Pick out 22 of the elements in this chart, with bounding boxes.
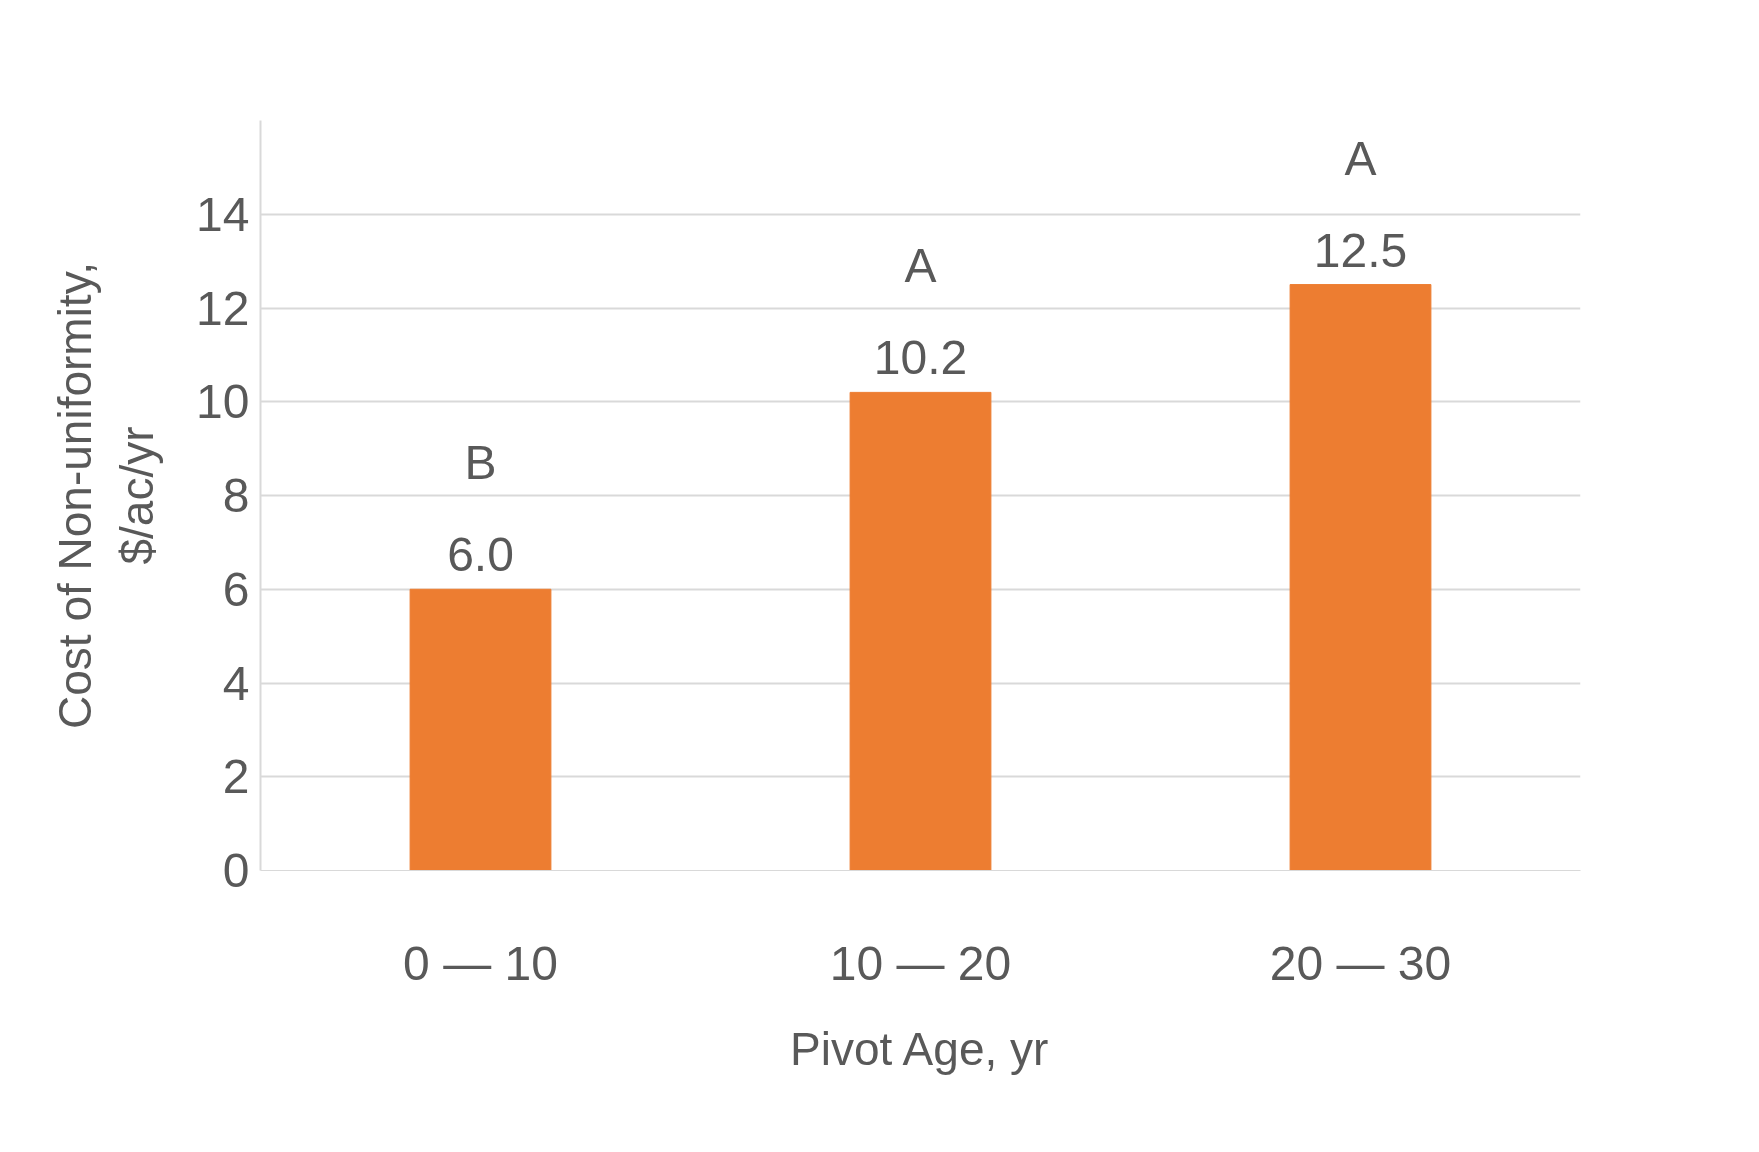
x-tick-label: 10 — 20	[829, 936, 1012, 990]
annotation: A	[1344, 131, 1377, 185]
data-label: 6.0	[447, 528, 514, 582]
y-axis-title: Cost of Non-uniformity, $/ac/yr	[48, 262, 164, 729]
y-tick-label: 8	[222, 469, 250, 522]
annotation: A	[904, 239, 937, 293]
annotation: B	[464, 436, 497, 490]
x-tick-label: 0 — 10	[403, 936, 558, 990]
y-tick-label: 12	[196, 281, 250, 335]
bar	[849, 391, 992, 871]
y-tick-label: 2	[222, 750, 250, 804]
y-tick-label: 14	[196, 187, 250, 241]
y-tick-label: 10	[196, 375, 250, 429]
y-tick-label: 4	[222, 656, 250, 710]
data-label: 10.2	[873, 331, 968, 385]
bar	[1289, 284, 1432, 871]
data-label: 12.5	[1313, 223, 1408, 277]
bar	[409, 588, 552, 871]
y-tick-label: 0	[222, 844, 250, 897]
x-tick-label: 20 — 30	[1269, 936, 1452, 990]
y-tick-label: 6	[222, 562, 250, 616]
x-axis-title: Pivot Age, yr	[790, 1022, 1049, 1075]
